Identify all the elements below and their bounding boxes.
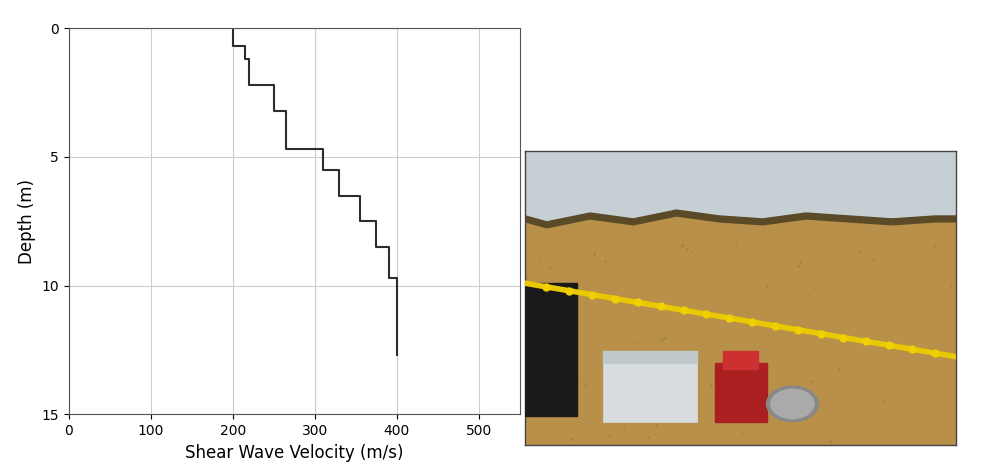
Bar: [525, 216, 956, 445]
Bar: [602, 351, 697, 363]
Bar: [521, 283, 577, 415]
Bar: [602, 357, 697, 422]
Bar: [525, 151, 956, 216]
Circle shape: [766, 386, 818, 422]
X-axis label: Shear Wave Velocity (m/s): Shear Wave Velocity (m/s): [185, 444, 403, 462]
Bar: [723, 351, 758, 368]
Circle shape: [771, 389, 814, 419]
Bar: [715, 363, 766, 422]
Y-axis label: Depth (m): Depth (m): [18, 179, 35, 264]
